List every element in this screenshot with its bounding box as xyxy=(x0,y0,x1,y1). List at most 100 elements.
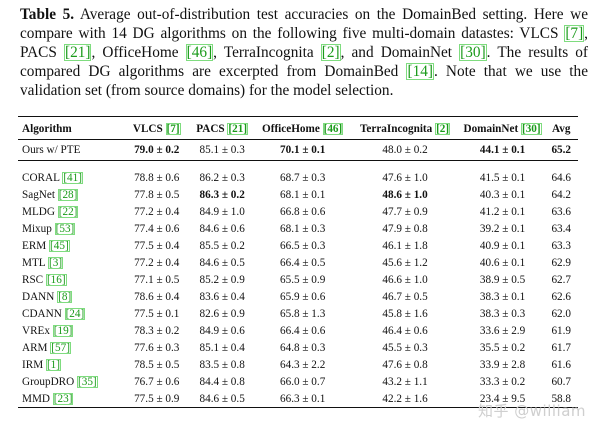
header-rule xyxy=(18,139,578,140)
table-cell: 83.5 ± 0.8 xyxy=(199,358,245,371)
table-row: Mixup [53] 77.4 ± 0.6 84.6 ± 0.6 68.1 ± 0.3… xyxy=(18,220,578,237)
table-cell: 70.1 ± 0.1 xyxy=(280,143,326,156)
algorithm-cell: MMD [23] xyxy=(22,392,74,405)
citation-link[interactable]: [2] xyxy=(435,122,451,135)
table-cell: 77.5 ± 0.4 xyxy=(134,239,180,252)
table-cell: 47.6 ± 1.0 xyxy=(382,171,428,184)
table-cell: 63.4 xyxy=(551,222,572,235)
citation-link[interactable]: [57] xyxy=(50,341,71,354)
citation-link[interactable]: [35] xyxy=(77,375,98,388)
table-cell: 61.7 xyxy=(551,341,572,354)
algorithm-cell: CDANN [24] xyxy=(22,307,86,320)
citation-link[interactable]: [19] xyxy=(52,324,74,337)
table-cell: 47.6 ± 0.8 xyxy=(382,358,428,371)
baseline-rows: CORAL [41] 78.8 ± 0.6 86.2 ± 0.3 68.7 ± 0.3… xyxy=(18,169,578,407)
citation-link[interactable]: [30] xyxy=(520,122,542,135)
table-caption: Table 5. Average out-of-distribution tes… xyxy=(20,6,588,99)
table-cell: 33.9 ± 2.8 xyxy=(479,358,526,371)
citation-link[interactable]: [7] xyxy=(165,122,181,135)
citation-link[interactable]: [3] xyxy=(48,256,64,269)
table-cell: 84.9 ± 0.6 xyxy=(199,324,245,337)
table-cell: 47.9 ± 0.8 xyxy=(382,222,428,235)
citation-link[interactable]: [53] xyxy=(54,222,76,235)
table-row: RSC [16] 77.1 ± 0.5 85.2 ± 0.9 65.5 ± 0.9 46… xyxy=(18,271,578,288)
header-avg: Avg xyxy=(552,122,571,135)
citation-link[interactable]: [46] xyxy=(322,122,344,135)
table-cell: 45.6 ± 1.2 xyxy=(382,256,428,269)
algorithm-cell: IRM [1] xyxy=(22,358,61,371)
table-cell: 65.9 ± 0.6 xyxy=(280,290,326,303)
table-cell: 44.1 ± 0.1 xyxy=(479,143,526,156)
table-cell: 45.5 ± 0.3 xyxy=(382,341,428,354)
table-cell: 63.3 xyxy=(551,239,572,252)
table-cell: 66.5 ± 0.3 xyxy=(280,239,326,252)
table-row: MTL [3] 77.2 ± 0.4 84.6 ± 0.5 66.4 ± 0.5 45.… xyxy=(18,254,578,271)
table-cell: 42.2 ± 1.6 xyxy=(382,392,428,405)
table-cell: 66.4 ± 0.6 xyxy=(280,324,326,337)
algorithm-cell: CORAL [41] xyxy=(22,171,83,184)
algorithm-cell: MLDG [22] xyxy=(22,205,79,218)
citation-link[interactable]: [30] xyxy=(459,44,487,61)
citation-link[interactable]: [45] xyxy=(49,239,70,252)
citation-link[interactable]: [21] xyxy=(63,44,92,61)
citation-link[interactable]: [14] xyxy=(406,63,434,80)
table-cell: 78.3 ± 0.2 xyxy=(134,324,180,337)
table-cell: 48.6 ± 1.0 xyxy=(382,188,428,201)
table-cell: 84.6 ± 0.5 xyxy=(199,392,245,405)
citation-link[interactable]: [21] xyxy=(227,122,249,135)
table-cell: 33.6 ± 2.9 xyxy=(479,324,526,337)
algorithm-cell: ARM [57] xyxy=(22,341,71,354)
citation-link[interactable]: [1] xyxy=(45,358,61,371)
table-cell: 66.4 ± 0.5 xyxy=(280,256,326,269)
table-cell: 77.5 ± 0.1 xyxy=(134,307,180,320)
table-cell: 78.8 ± 0.6 xyxy=(134,171,180,184)
table-cell: 77.2 ± 0.4 xyxy=(134,256,180,269)
algorithm-cell: SagNet [28] xyxy=(22,188,79,201)
table-cell: 78.6 ± 0.4 xyxy=(134,290,180,303)
algorithm-cell: MTL [3] xyxy=(22,256,64,269)
citation-link[interactable]: [2] xyxy=(320,44,341,61)
table-cell: 35.5 ± 0.2 xyxy=(479,341,526,354)
table-cell: 77.8 ± 0.5 xyxy=(134,188,180,201)
algorithm-cell: DANN [8] xyxy=(22,290,73,303)
citation-link[interactable]: [46] xyxy=(185,44,214,61)
table-cell: 85.1 ± 0.4 xyxy=(199,341,245,354)
citation-link[interactable]: [28] xyxy=(57,188,79,201)
watermark: 知乎 @william xyxy=(477,402,586,420)
table-cell: 68.1 ± 0.1 xyxy=(280,188,326,201)
table-cell: 43.2 ± 1.1 xyxy=(382,375,428,388)
table-cell: 64.6 xyxy=(551,171,572,184)
table-cell: 38.3 ± 0.1 xyxy=(479,290,526,303)
algorithm-cell: VREx [19] xyxy=(22,324,74,337)
table-cell: 39.2 ± 0.1 xyxy=(479,222,526,235)
table-cell: 66.3 ± 0.1 xyxy=(280,392,326,405)
table-cell: 64.3 ± 2.2 xyxy=(280,358,326,371)
table-cell: 82.6 ± 0.9 xyxy=(199,307,245,320)
table-cell: 64.2 xyxy=(551,188,572,201)
citation-link[interactable]: [8] xyxy=(57,290,73,303)
table-row: IRM [1] 78.5 ± 0.5 83.5 ± 0.8 64.3 ± 2.2 47.… xyxy=(18,356,578,373)
table-cell: 84.4 ± 0.8 xyxy=(199,375,245,388)
citation-link[interactable]: [22] xyxy=(57,205,79,218)
citation-link[interactable]: [16] xyxy=(45,273,67,286)
table-cell: 64.8 ± 0.3 xyxy=(280,341,326,354)
citation-link[interactable]: [41] xyxy=(62,171,83,184)
table-cell: 63.6 xyxy=(551,205,572,218)
table-cell: 85.5 ± 0.2 xyxy=(199,239,245,252)
citation-link[interactable]: [24] xyxy=(64,307,86,320)
caption-label: Table 5. xyxy=(20,6,75,23)
citation-link[interactable]: [23] xyxy=(52,392,74,405)
results-table: Algorithm VLCS [7] PACS [21] OfficeHome … xyxy=(18,118,578,407)
header-pacs: PACS [21] xyxy=(196,122,249,135)
table-cell: 61.9 xyxy=(551,324,572,337)
table-cell: 83.6 ± 0.4 xyxy=(199,290,245,303)
table-cell: 40.6 ± 0.1 xyxy=(479,256,526,269)
header-vlcs: VLCS [7] xyxy=(132,122,181,135)
citation-link[interactable]: [7] xyxy=(564,25,585,42)
table-cell: 65.5 ± 0.9 xyxy=(280,273,326,286)
algorithm-cell: ERM [45] xyxy=(22,239,70,252)
table-cell: 77.4 ± 0.6 xyxy=(134,222,180,235)
table-cell: 77.5 ± 0.9 xyxy=(134,392,180,405)
header-domainnet: DomainNet [30] xyxy=(463,122,542,135)
table-cell: 23.4 ± 9.5 xyxy=(479,392,526,405)
